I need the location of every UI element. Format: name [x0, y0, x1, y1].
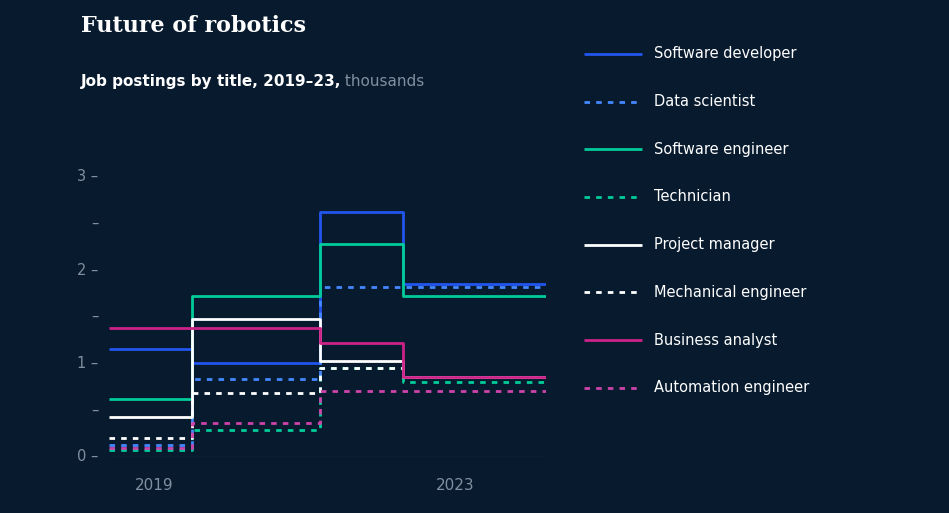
- Text: 1 –: 1 –: [77, 356, 99, 371]
- Text: Software developer: Software developer: [654, 46, 796, 62]
- Text: Software engineer: Software engineer: [654, 142, 789, 157]
- Text: Data scientist: Data scientist: [654, 94, 755, 109]
- Text: Future of robotics: Future of robotics: [81, 15, 306, 37]
- Text: 2019: 2019: [135, 478, 174, 493]
- Text: Job postings by title, 2019–23,: Job postings by title, 2019–23,: [81, 74, 341, 89]
- Text: thousands: thousands: [340, 74, 424, 89]
- Text: –: –: [91, 216, 99, 231]
- Text: Business analyst: Business analyst: [654, 332, 777, 348]
- Text: 3 –: 3 –: [77, 169, 99, 184]
- Text: –: –: [91, 309, 99, 324]
- Text: Mechanical engineer: Mechanical engineer: [654, 285, 807, 300]
- Text: 2 –: 2 –: [77, 263, 99, 278]
- Text: 2023: 2023: [436, 478, 474, 493]
- Text: –: –: [91, 402, 99, 418]
- Text: Project manager: Project manager: [654, 237, 774, 252]
- Text: Technician: Technician: [654, 189, 731, 205]
- Text: 0 –: 0 –: [77, 449, 99, 464]
- Text: Automation engineer: Automation engineer: [654, 380, 809, 396]
